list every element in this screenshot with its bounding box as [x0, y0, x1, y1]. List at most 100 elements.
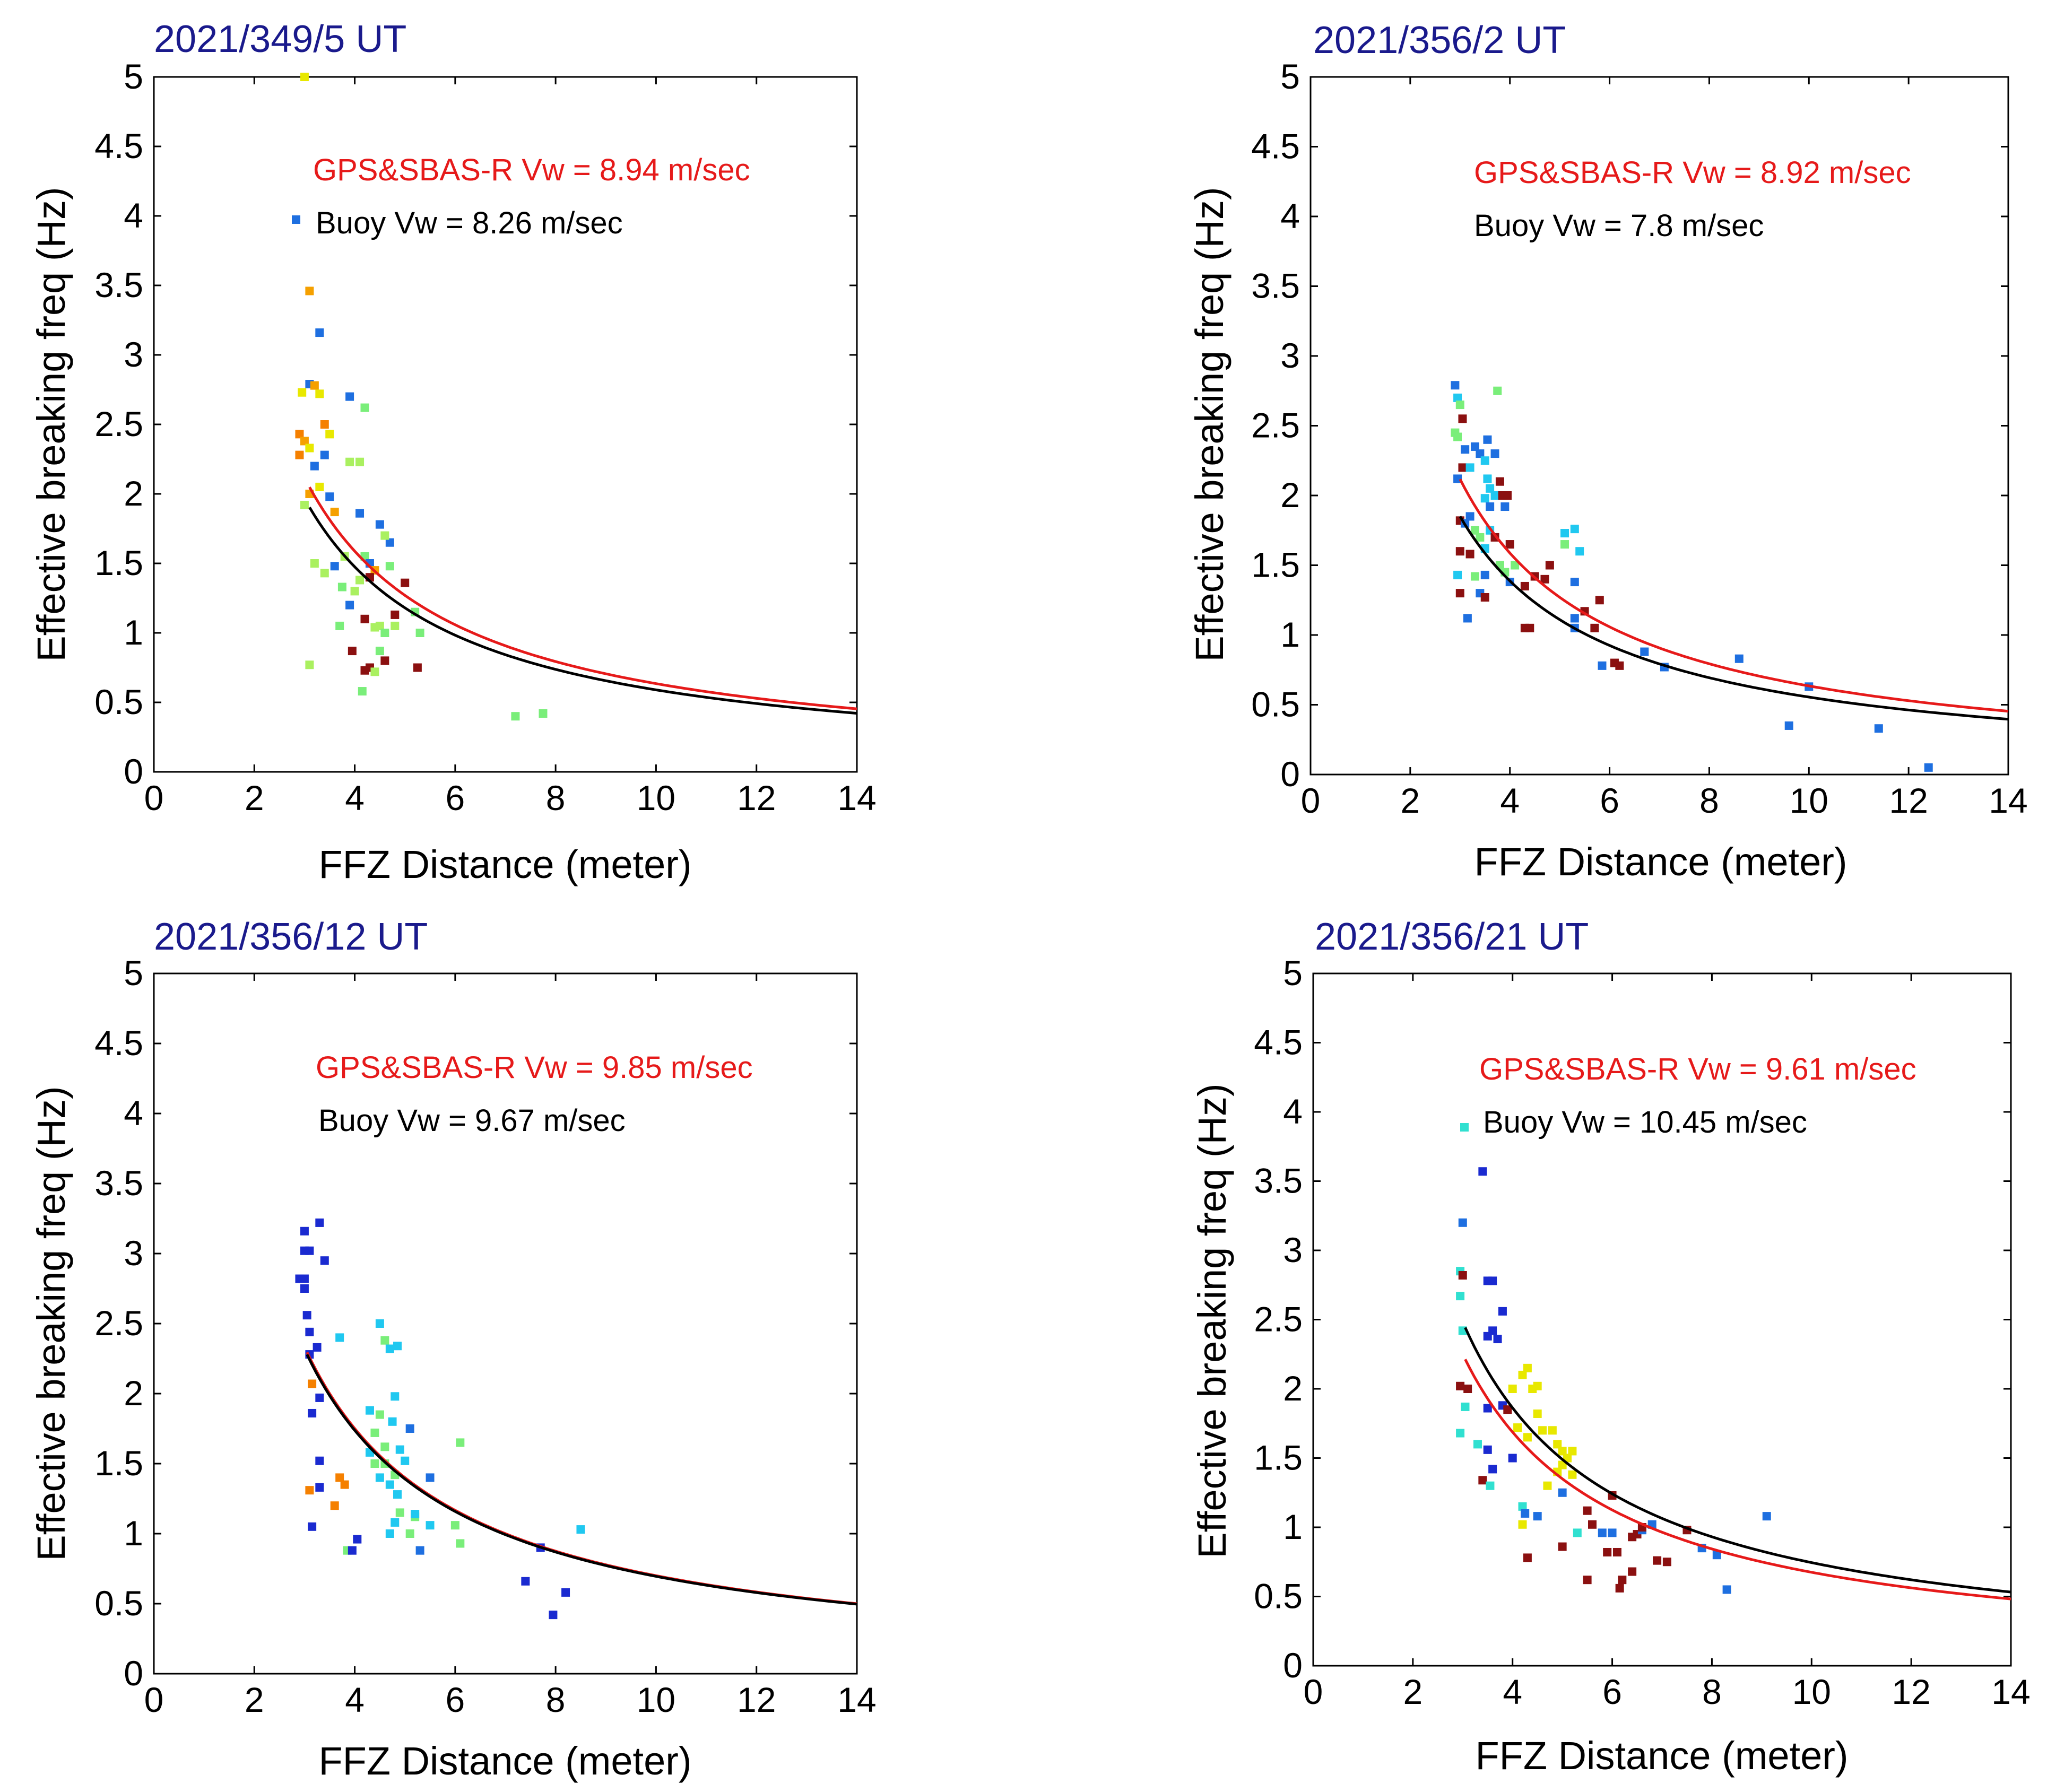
data-point — [1653, 1556, 1662, 1565]
data-point — [330, 1501, 339, 1510]
data-point — [456, 1438, 465, 1447]
y-tick-label: 4.5 — [94, 1023, 143, 1063]
data-point — [385, 1529, 394, 1538]
panel-title: 2021/356/12 UT — [154, 916, 428, 958]
gps-annotation: GPS&SBAS-R Vw = 9.61 m/sec — [1479, 1052, 1916, 1086]
data-point — [391, 621, 400, 630]
data-point — [1511, 561, 1520, 570]
data-point — [360, 403, 369, 412]
data-point — [1480, 456, 1489, 465]
x-tick-label: 12 — [1889, 781, 1928, 820]
data-point — [1548, 1426, 1557, 1435]
y-tick-label: 0.5 — [1251, 685, 1300, 724]
x-tick-label: 2 — [245, 778, 264, 817]
x-tick-label: 6 — [445, 1680, 465, 1719]
y-tick-label: 2.5 — [1251, 406, 1300, 445]
data-point — [1588, 1520, 1597, 1529]
data-point — [375, 1410, 384, 1419]
data-point — [1478, 1476, 1487, 1485]
y-tick-label: 2 — [1283, 1369, 1303, 1408]
data-point — [320, 450, 329, 459]
y-axis-title: Effective breaking freq (Hz) — [1187, 187, 1231, 662]
data-point — [450, 1521, 459, 1530]
data-point — [1483, 1404, 1492, 1413]
y-tick-label: 2 — [124, 474, 143, 513]
data-point — [337, 582, 346, 591]
data-point — [298, 388, 307, 397]
data-point — [1570, 525, 1579, 534]
data-point — [415, 629, 424, 637]
data-point — [1470, 572, 1479, 581]
x-tick-label: 14 — [837, 1680, 876, 1719]
data-point — [310, 462, 319, 471]
y-tick-label: 3 — [1283, 1230, 1303, 1269]
data-point — [350, 587, 359, 596]
y-axis-title: Effective breaking freq (Hz) — [29, 1086, 73, 1561]
data-point — [300, 1274, 309, 1283]
data-point — [391, 1518, 400, 1527]
data-point — [1453, 393, 1462, 402]
data-point — [1465, 463, 1474, 472]
buoy-annotation: Buoy Vw = 8.26 m/sec — [316, 206, 623, 240]
x-tick-label: 12 — [737, 1680, 776, 1719]
data-point — [335, 1473, 344, 1482]
data-point — [380, 531, 389, 540]
data-point — [1463, 614, 1472, 623]
data-point — [335, 621, 344, 630]
data-point — [1488, 1276, 1497, 1285]
y-tick-label: 1 — [124, 1513, 143, 1553]
x-tick-label: 2 — [245, 1680, 264, 1719]
y-tick-label: 3.5 — [1251, 266, 1300, 306]
data-point — [1640, 647, 1649, 656]
data-point — [1595, 596, 1604, 605]
data-point — [355, 576, 365, 585]
data-point — [360, 614, 369, 623]
data-point — [1612, 1547, 1621, 1556]
data-point — [405, 1529, 414, 1538]
x-tick-label: 14 — [1991, 1672, 2030, 1711]
data-point — [380, 629, 389, 637]
x-tick-label: 14 — [1989, 781, 2027, 820]
x-tick-label: 10 — [637, 778, 675, 817]
data-point — [1615, 661, 1624, 670]
data-point — [549, 1611, 558, 1620]
y-tick-label: 5 — [1280, 57, 1300, 96]
x-tick-label: 8 — [546, 778, 566, 817]
gps-fit-curve — [308, 486, 857, 710]
data-point — [1762, 1512, 1771, 1521]
data-point — [1560, 529, 1569, 538]
y-tick-label: 5 — [124, 57, 143, 96]
x-axis-title: FFZ Distance (meter) — [318, 1739, 691, 1783]
data-point — [393, 1490, 402, 1499]
data-point — [1615, 1584, 1624, 1593]
data-point — [348, 647, 357, 656]
data-point — [1503, 491, 1512, 500]
buoy-annotation: Buoy Vw = 10.45 m/sec — [1483, 1105, 1807, 1139]
panel-title: 2021/356/2 UT — [1313, 19, 1566, 62]
data-point — [1543, 1481, 1552, 1490]
data-point — [325, 492, 334, 501]
data-point — [315, 1456, 324, 1465]
data-point — [385, 538, 394, 547]
data-point — [561, 1588, 570, 1597]
data-point — [380, 656, 389, 665]
data-point — [1568, 1470, 1577, 1479]
x-tick-label: 6 — [445, 778, 465, 817]
data-point — [1583, 1576, 1592, 1585]
data-point — [305, 1327, 314, 1336]
data-point — [1463, 1385, 1472, 1393]
data-point — [295, 450, 304, 459]
buoy-legend-marker — [292, 215, 300, 224]
data-point — [1523, 1433, 1532, 1442]
y-tick-label: 3 — [1280, 336, 1300, 375]
data-point — [1583, 1506, 1592, 1515]
gps-fit-curve — [1459, 479, 2009, 713]
data-point — [1453, 432, 1462, 441]
panel-356-2: 2021/356/2 UT GPS&SBAS-R Vw = 8.92 m/sec… — [1187, 19, 2028, 884]
data-point — [305, 1246, 314, 1255]
panel-title: 2021/356/21 UT — [1315, 916, 1589, 958]
data-point — [340, 1480, 349, 1489]
y-tick-label: 1 — [124, 613, 143, 652]
data-point — [335, 1333, 344, 1342]
